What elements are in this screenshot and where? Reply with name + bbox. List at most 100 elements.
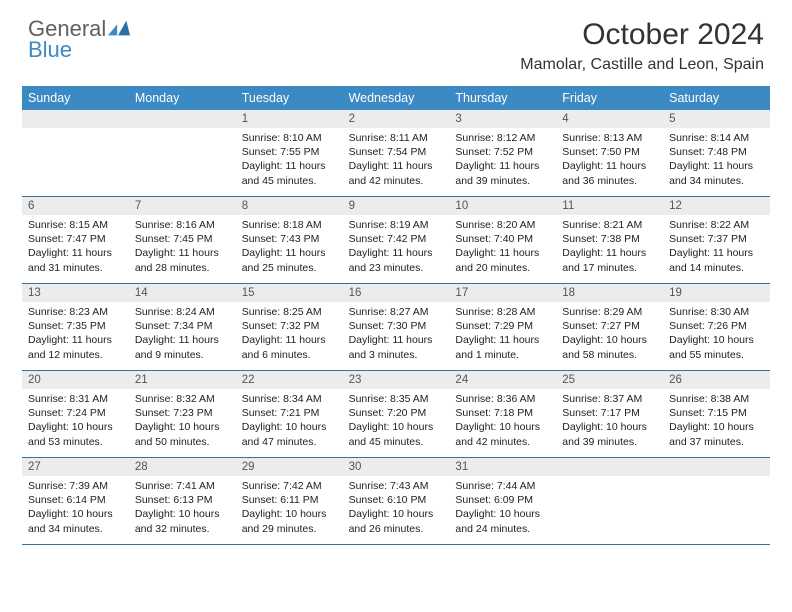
day-number: 19 (663, 284, 770, 302)
calendar-cell: 23Sunrise: 8:35 AMSunset: 7:20 PMDayligh… (343, 371, 450, 457)
calendar-cell: 6Sunrise: 8:15 AMSunset: 7:47 PMDaylight… (22, 197, 129, 283)
week-row: 6Sunrise: 8:15 AMSunset: 7:47 PMDaylight… (22, 197, 770, 284)
day-number: 5 (663, 110, 770, 128)
day-number: 11 (556, 197, 663, 215)
cell-body: Sunrise: 8:27 AMSunset: 7:30 PMDaylight:… (343, 302, 450, 368)
calendar-cell: 16Sunrise: 8:27 AMSunset: 7:30 PMDayligh… (343, 284, 450, 370)
calendar-cell: 19Sunrise: 8:30 AMSunset: 7:26 PMDayligh… (663, 284, 770, 370)
cell-body: Sunrise: 8:36 AMSunset: 7:18 PMDaylight:… (449, 389, 556, 455)
calendar-cell: 14Sunrise: 8:24 AMSunset: 7:34 PMDayligh… (129, 284, 236, 370)
calendar-cell: 5Sunrise: 8:14 AMSunset: 7:48 PMDaylight… (663, 110, 770, 196)
calendar-cell: 18Sunrise: 8:29 AMSunset: 7:27 PMDayligh… (556, 284, 663, 370)
cell-body: Sunrise: 8:11 AMSunset: 7:54 PMDaylight:… (343, 128, 450, 194)
day-header: Monday (129, 86, 236, 110)
calendar-cell: 26Sunrise: 8:38 AMSunset: 7:15 PMDayligh… (663, 371, 770, 457)
week-row: 20Sunrise: 8:31 AMSunset: 7:24 PMDayligh… (22, 371, 770, 458)
calendar-cell: 28Sunrise: 7:41 AMSunset: 6:13 PMDayligh… (129, 458, 236, 544)
week-row: 27Sunrise: 7:39 AMSunset: 6:14 PMDayligh… (22, 458, 770, 545)
day-number: 6 (22, 197, 129, 215)
cell-body: Sunrise: 8:13 AMSunset: 7:50 PMDaylight:… (556, 128, 663, 194)
calendar-cell: 25Sunrise: 8:37 AMSunset: 7:17 PMDayligh… (556, 371, 663, 457)
day-number (129, 110, 236, 128)
day-number: 28 (129, 458, 236, 476)
calendar: SundayMondayTuesdayWednesdayThursdayFrid… (22, 86, 770, 545)
day-number: 4 (556, 110, 663, 128)
cell-body: Sunrise: 7:42 AMSunset: 6:11 PMDaylight:… (236, 476, 343, 542)
cell-body: Sunrise: 8:20 AMSunset: 7:40 PMDaylight:… (449, 215, 556, 281)
day-header: Saturday (663, 86, 770, 110)
day-number: 23 (343, 371, 450, 389)
calendar-cell: 9Sunrise: 8:19 AMSunset: 7:42 PMDaylight… (343, 197, 450, 283)
day-number (556, 458, 663, 476)
page-title: October 2024 (520, 18, 764, 52)
calendar-cell (129, 110, 236, 196)
cell-body: Sunrise: 7:39 AMSunset: 6:14 PMDaylight:… (22, 476, 129, 542)
day-number: 21 (129, 371, 236, 389)
calendar-cell: 4Sunrise: 8:13 AMSunset: 7:50 PMDaylight… (556, 110, 663, 196)
title-block: October 2024 Mamolar, Castille and Leon,… (520, 18, 764, 74)
calendar-cell: 13Sunrise: 8:23 AMSunset: 7:35 PMDayligh… (22, 284, 129, 370)
day-headers-row: SundayMondayTuesdayWednesdayThursdayFrid… (22, 86, 770, 110)
day-number: 31 (449, 458, 556, 476)
day-number (663, 458, 770, 476)
day-number: 14 (129, 284, 236, 302)
calendar-cell: 8Sunrise: 8:18 AMSunset: 7:43 PMDaylight… (236, 197, 343, 283)
day-number: 22 (236, 371, 343, 389)
cell-body: Sunrise: 8:32 AMSunset: 7:23 PMDaylight:… (129, 389, 236, 455)
logo-mark-icon (108, 20, 130, 36)
logo-text: General Blue (28, 18, 130, 61)
calendar-cell: 21Sunrise: 8:32 AMSunset: 7:23 PMDayligh… (129, 371, 236, 457)
calendar-cell: 29Sunrise: 7:42 AMSunset: 6:11 PMDayligh… (236, 458, 343, 544)
calendar-cell: 10Sunrise: 8:20 AMSunset: 7:40 PMDayligh… (449, 197, 556, 283)
day-number: 18 (556, 284, 663, 302)
cell-body: Sunrise: 8:10 AMSunset: 7:55 PMDaylight:… (236, 128, 343, 194)
calendar-cell: 30Sunrise: 7:43 AMSunset: 6:10 PMDayligh… (343, 458, 450, 544)
day-header: Thursday (449, 86, 556, 110)
day-number: 15 (236, 284, 343, 302)
calendar-cell: 22Sunrise: 8:34 AMSunset: 7:21 PMDayligh… (236, 371, 343, 457)
day-header: Friday (556, 86, 663, 110)
day-number: 24 (449, 371, 556, 389)
location-label: Mamolar, Castille and Leon, Spain (520, 56, 764, 74)
calendar-cell (22, 110, 129, 196)
cell-body: Sunrise: 8:28 AMSunset: 7:29 PMDaylight:… (449, 302, 556, 368)
week-row: 13Sunrise: 8:23 AMSunset: 7:35 PMDayligh… (22, 284, 770, 371)
cell-body: Sunrise: 8:16 AMSunset: 7:45 PMDaylight:… (129, 215, 236, 281)
cell-body: Sunrise: 7:43 AMSunset: 6:10 PMDaylight:… (343, 476, 450, 542)
cell-body: Sunrise: 8:38 AMSunset: 7:15 PMDaylight:… (663, 389, 770, 455)
calendar-cell: 1Sunrise: 8:10 AMSunset: 7:55 PMDaylight… (236, 110, 343, 196)
calendar-cell (663, 458, 770, 544)
calendar-cell: 24Sunrise: 8:36 AMSunset: 7:18 PMDayligh… (449, 371, 556, 457)
cell-body: Sunrise: 8:15 AMSunset: 7:47 PMDaylight:… (22, 215, 129, 281)
day-header: Wednesday (343, 86, 450, 110)
header: General Blue October 2024 Mamolar, Casti… (0, 0, 792, 78)
cell-body: Sunrise: 8:19 AMSunset: 7:42 PMDaylight:… (343, 215, 450, 281)
calendar-cell: 15Sunrise: 8:25 AMSunset: 7:32 PMDayligh… (236, 284, 343, 370)
cell-body: Sunrise: 8:25 AMSunset: 7:32 PMDaylight:… (236, 302, 343, 368)
calendar-cell: 27Sunrise: 7:39 AMSunset: 6:14 PMDayligh… (22, 458, 129, 544)
day-number: 17 (449, 284, 556, 302)
day-number: 1 (236, 110, 343, 128)
calendar-cell: 17Sunrise: 8:28 AMSunset: 7:29 PMDayligh… (449, 284, 556, 370)
cell-body: Sunrise: 8:31 AMSunset: 7:24 PMDaylight:… (22, 389, 129, 455)
day-number: 13 (22, 284, 129, 302)
calendar-cell: 20Sunrise: 8:31 AMSunset: 7:24 PMDayligh… (22, 371, 129, 457)
day-number (22, 110, 129, 128)
day-number: 3 (449, 110, 556, 128)
day-number: 25 (556, 371, 663, 389)
cell-body: Sunrise: 8:21 AMSunset: 7:38 PMDaylight:… (556, 215, 663, 281)
cell-body: Sunrise: 8:34 AMSunset: 7:21 PMDaylight:… (236, 389, 343, 455)
day-number: 29 (236, 458, 343, 476)
cell-body: Sunrise: 7:44 AMSunset: 6:09 PMDaylight:… (449, 476, 556, 542)
day-number: 30 (343, 458, 450, 476)
day-number: 26 (663, 371, 770, 389)
cell-body: Sunrise: 8:23 AMSunset: 7:35 PMDaylight:… (22, 302, 129, 368)
cell-body: Sunrise: 8:30 AMSunset: 7:26 PMDaylight:… (663, 302, 770, 368)
cell-body: Sunrise: 8:12 AMSunset: 7:52 PMDaylight:… (449, 128, 556, 194)
day-number: 7 (129, 197, 236, 215)
calendar-cell (556, 458, 663, 544)
calendar-cell: 3Sunrise: 8:12 AMSunset: 7:52 PMDaylight… (449, 110, 556, 196)
logo: General Blue (28, 18, 130, 61)
cell-body: Sunrise: 8:14 AMSunset: 7:48 PMDaylight:… (663, 128, 770, 194)
day-number: 10 (449, 197, 556, 215)
